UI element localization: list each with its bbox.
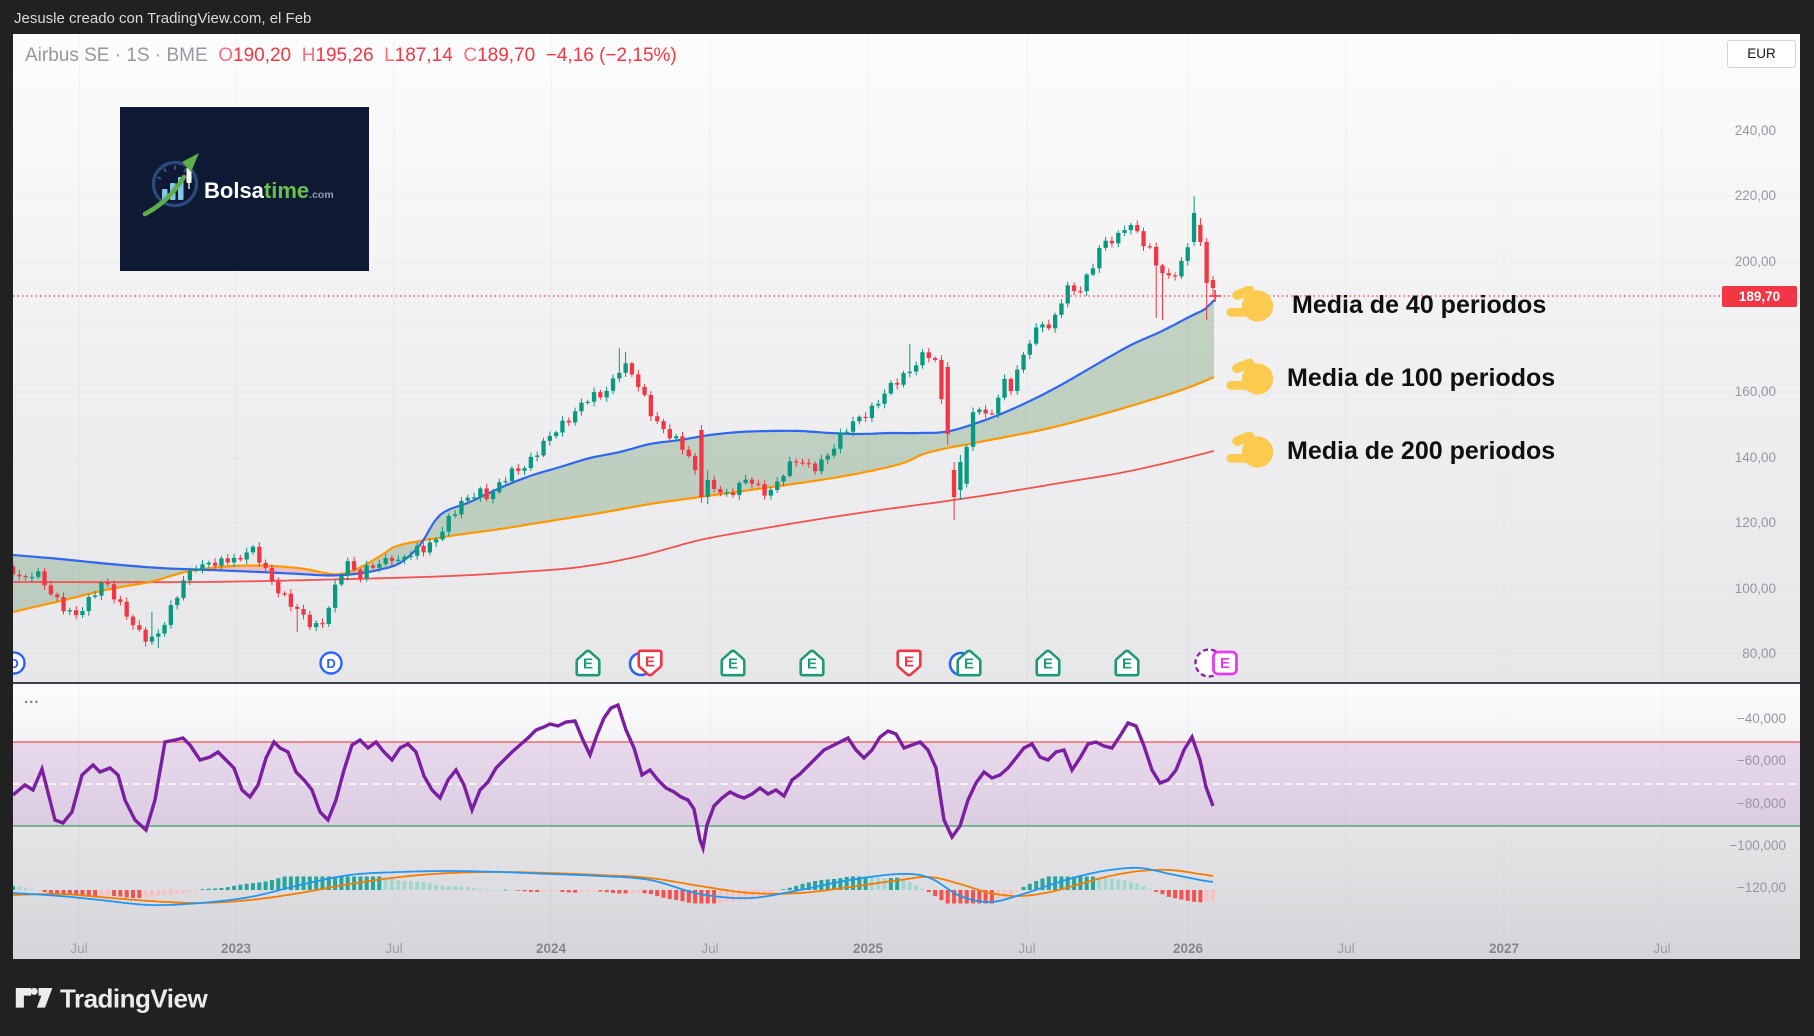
svg-text:E: E [728,655,738,672]
svg-text:E: E [807,655,817,672]
svg-text:E: E [1122,655,1132,672]
svg-text:E: E [583,655,593,672]
svg-text:Bolsatime.com: Bolsatime.com [204,178,334,203]
svg-text:E: E [1220,655,1230,672]
svg-text:E: E [904,654,914,671]
svg-text:D: D [326,656,335,671]
svg-text:TradingView: TradingView [60,984,208,1014]
svg-text:E: E [645,654,655,671]
svg-text:D: D [13,656,19,671]
svg-text:E: E [964,655,974,672]
svg-text:E: E [1043,655,1053,672]
